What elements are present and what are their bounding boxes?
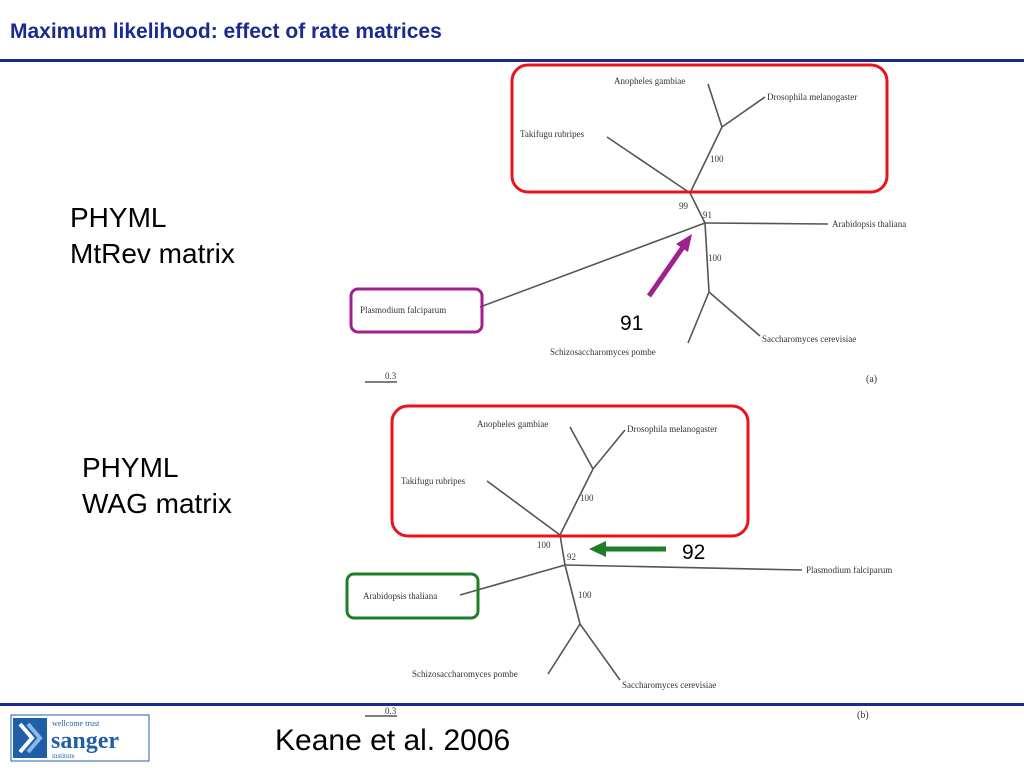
tree-a-branch-plasmodium bbox=[479, 222, 706, 308]
panel-a-matrix: MtRev matrix bbox=[70, 238, 235, 269]
tree-a-scale-label: 0.3 bbox=[385, 371, 397, 381]
tree-b-taxon-drosophila: Drosophila melanogaster bbox=[627, 424, 717, 434]
tree-b-branch-internal bbox=[559, 534, 566, 566]
tree-a-branch-anopheles bbox=[707, 83, 723, 128]
tree-b-insect-clade-box bbox=[390, 404, 750, 538]
tree-b-bootstrap-92: 92 bbox=[567, 552, 576, 562]
tree-b-branch-saccharomyces bbox=[579, 623, 621, 681]
tree-b-taxon-anopheles: Anopheles gambiae bbox=[477, 419, 548, 429]
sanger-logo: wellcome trust sanger institute bbox=[10, 714, 150, 762]
tree-b-taxon-saccharomyces: Saccharomyces cerevisiae bbox=[622, 680, 716, 690]
logo-line1: wellcome trust bbox=[52, 719, 100, 728]
tree-a-bootstrap-91: 91 bbox=[703, 210, 712, 220]
tree-b-branch-anopheles bbox=[569, 426, 594, 470]
tree-b-branch-insect bbox=[559, 468, 594, 536]
sanger-logo-mark: wellcome trust sanger institute bbox=[10, 714, 150, 762]
tree-a-plasmodium-box bbox=[349, 287, 484, 334]
tree-b-branch-drosophila bbox=[592, 429, 626, 470]
panel-a-label: PHYML MtRev matrix bbox=[70, 200, 235, 272]
tree-b-panel-tag: (b) bbox=[857, 710, 869, 721]
logo-line3: institute bbox=[52, 752, 75, 760]
tree-a-branch-takifugu bbox=[606, 136, 691, 194]
tree-b-taxon-plasmodium: Plasmodium falciparum bbox=[806, 565, 892, 575]
tree-a-purple-arrow bbox=[646, 234, 692, 298]
panel-b-program: PHYML bbox=[82, 452, 179, 483]
tree-a-branch-arabidopsis bbox=[704, 222, 829, 225]
tree-b-green-arrow bbox=[589, 541, 666, 557]
tree-a-taxon-saccharomyces: Saccharomyces cerevisiae bbox=[762, 334, 856, 344]
tree-a-branch-drosophila bbox=[721, 96, 766, 128]
footer-rule bbox=[0, 703, 1024, 706]
citation: Keane et al. 2006 bbox=[275, 724, 511, 757]
tree-b-bootstrap-100-bottom: 100 bbox=[578, 590, 592, 600]
tree-a-bootstrap-100-bottom: 100 bbox=[708, 253, 722, 263]
tree-a-taxon-takifugu: Takifugu rubripes bbox=[520, 129, 585, 139]
tree-a-taxon-schizo: Schizosaccharomyces pombe bbox=[550, 347, 656, 357]
panel-a-program: PHYML bbox=[70, 202, 167, 233]
tree-b-scale-label: 0.3 bbox=[385, 706, 397, 716]
tree-a-taxon-drosophila: Drosophila melanogaster bbox=[767, 92, 857, 102]
tree-b-branch-arabidopsis bbox=[459, 564, 566, 596]
tree-b-taxon-takifugu: Takifugu rubripes bbox=[401, 476, 466, 486]
tree-a-bootstrap-99: 99 bbox=[679, 201, 689, 211]
tree-b-branch-schizo bbox=[547, 623, 581, 675]
tree-b-branch-fungi bbox=[564, 564, 581, 625]
slide-title: Maximum likelihood: effect of rate matri… bbox=[10, 20, 442, 43]
tree-a-branch-schizo bbox=[687, 291, 710, 344]
tree-b-bootstrap-100-top: 100 bbox=[580, 493, 594, 503]
panel-b-highlight-value: 92 bbox=[682, 541, 706, 564]
panel-b-matrix: WAG matrix bbox=[82, 488, 232, 519]
tree-b-arabidopsis-box bbox=[345, 572, 480, 620]
title-rule bbox=[0, 59, 1024, 62]
tree-a-taxon-arabidopsis: Arabidopsis thaliana bbox=[832, 219, 906, 229]
tree-b-bootstrap-100-mid: 100 bbox=[537, 540, 551, 550]
tree-a-branch-fungi bbox=[704, 222, 710, 293]
tree-a-branch-internal bbox=[689, 192, 706, 224]
tree-a-bootstrap-100-top: 100 bbox=[710, 154, 724, 164]
logo-line2: sanger bbox=[51, 728, 119, 754]
tree-a-taxon-plasmodium: Plasmodium falciparum bbox=[360, 305, 446, 315]
tree-a-insect-clade-box bbox=[510, 63, 889, 194]
tree-a bbox=[365, 83, 829, 383]
panel-b-label: PHYML WAG matrix bbox=[82, 450, 232, 522]
tree-a-branch-saccharomyces bbox=[708, 291, 761, 337]
tree-b bbox=[365, 426, 803, 717]
tree-a-panel-tag: (a) bbox=[866, 374, 877, 385]
panel-a-highlight-value: 91 bbox=[620, 312, 644, 335]
tree-b-taxon-arabidopsis: Arabidopsis thaliana bbox=[363, 591, 437, 601]
tree-a-branch-insect bbox=[689, 126, 723, 194]
tree-b-taxon-schizo: Schizosaccharomyces pombe bbox=[412, 669, 518, 679]
tree-b-branch-takifugu bbox=[486, 480, 561, 536]
tree-b-branch-plasmodium bbox=[564, 564, 803, 571]
tree-a-taxon-anopheles: Anopheles gambiae bbox=[614, 76, 685, 86]
